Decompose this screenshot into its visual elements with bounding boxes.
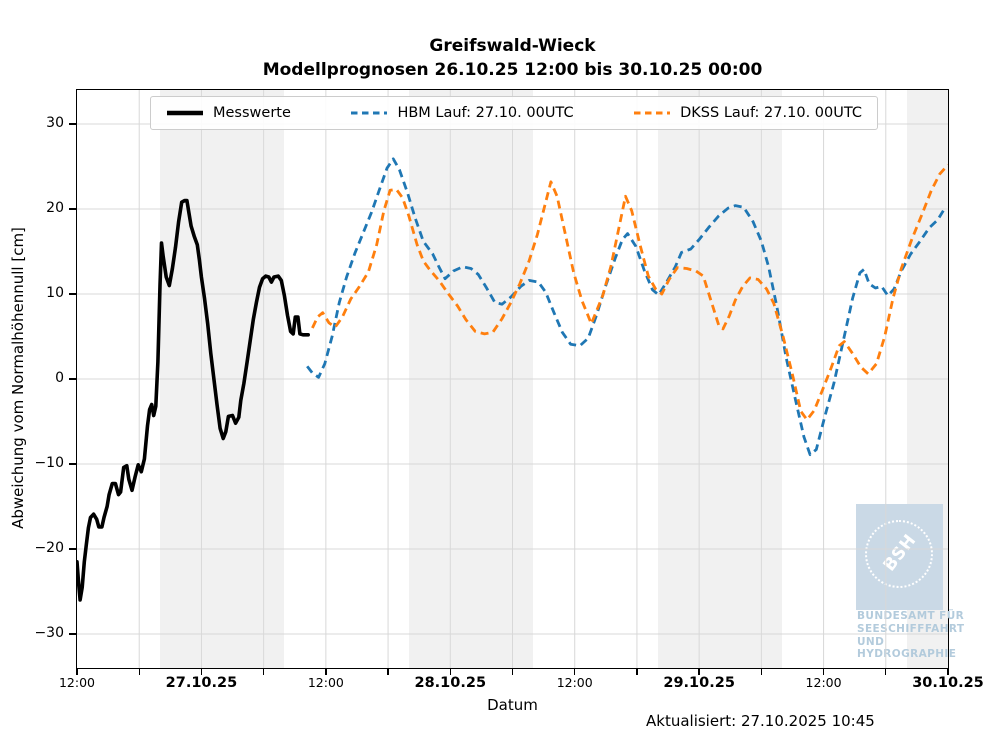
x-tick-label: 12:00 — [805, 675, 842, 690]
legend-item-hbm: HBM Lauf: 27.10. 00UTC — [350, 105, 574, 121]
y-tick-label: 20 — [46, 200, 64, 216]
bsh-logo-watermark: BSH — [856, 504, 943, 610]
y-tick-mark — [69, 208, 76, 210]
series-hbm — [306, 157, 947, 457]
x-tick-label: 28.10.25 — [414, 675, 487, 691]
plot-canvas — [77, 90, 948, 668]
legend-item-messwerte: Messwerte — [166, 105, 291, 121]
legend: Messwerte HBM Lauf: 27.10. 00UTC DKSS Lauf… — [150, 96, 878, 130]
x-tick-mark — [325, 669, 327, 675]
x-tick-mark — [387, 669, 389, 675]
y-tick-mark — [69, 633, 76, 635]
x-tick-mark — [698, 669, 700, 675]
y-tick-label: 10 — [46, 285, 64, 301]
x-tick-label: 30.10.25 — [912, 675, 984, 691]
x-tick-mark — [885, 669, 887, 675]
x-tick-mark — [947, 669, 949, 675]
x-tick-mark — [574, 669, 576, 675]
x-tick-label: 27.10.25 — [165, 675, 238, 691]
chart-title-block: Greifswald-Wieck Modellprognosen 26.10.2… — [77, 34, 948, 82]
legend-label: Messwerte — [213, 105, 291, 121]
x-axis-title: Datum — [487, 696, 538, 714]
x-tick-label: 12:00 — [307, 675, 344, 690]
watermark-line: SEESCHIFFFAHRT — [857, 622, 965, 635]
watermark-line: BUNDESAMT FÜR — [857, 610, 965, 622]
y-tick-label: 30 — [46, 115, 64, 131]
bsh-dotted-circle-icon — [865, 520, 933, 588]
plot-frame: BSH BUNDESAMT FÜR SEESCHIFFFAHRT UND HYD… — [76, 89, 964, 669]
y-tick-mark — [69, 293, 76, 295]
x-tick-mark — [449, 669, 451, 675]
legend-label: DKSS Lauf: 27.10. 00UTC — [680, 105, 862, 121]
x-tick-mark — [138, 669, 140, 675]
x-tick-mark — [511, 669, 514, 675]
legend-label: HBM Lauf: 27.10. 00UTC — [397, 105, 574, 121]
bsh-watermark-caption: BUNDESAMT FÜR SEESCHIFFFAHRT UND HYDROGR… — [857, 610, 964, 661]
y-tick-mark — [69, 123, 76, 125]
x-tick-mark — [262, 669, 265, 675]
series-messwerte — [77, 198, 310, 602]
y-tick-label: 0 — [55, 370, 64, 386]
x-tick-mark — [760, 669, 763, 675]
x-tick-mark — [200, 669, 203, 675]
x-tick-mark — [636, 669, 638, 675]
y-tick-mark — [69, 463, 76, 465]
x-tick-label: 12:00 — [58, 675, 96, 690]
y-tick-label: −10 — [34, 455, 64, 471]
y-tick-mark — [69, 378, 76, 380]
watermark-line: HYDROGRAPHIE — [857, 648, 957, 661]
chart-subtitle: Modellprognosen 26.10.25 12:00 bis 30.10… — [262, 60, 763, 80]
x-tick-mark — [76, 669, 78, 675]
legend-swatch-hbm — [351, 111, 388, 115]
watermark-line: UND — [857, 635, 885, 648]
x-tick-label: 29.10.25 — [663, 675, 735, 691]
y-tick-mark — [69, 548, 76, 550]
legend-swatch-messwerte — [167, 110, 203, 116]
series-dkss — [311, 163, 948, 422]
legend-swatch-dkss — [634, 111, 671, 115]
y-tick-label: −20 — [34, 540, 64, 556]
y-tick-label: −30 — [34, 625, 64, 641]
x-tick-label: 12:00 — [556, 675, 593, 690]
legend-item-dkss: DKSS Lauf: 27.10. 00UTC — [633, 105, 862, 121]
updated-note: Aktualisiert: 27.10.2025 10:45 — [646, 712, 875, 730]
chart-title: Greifswald-Wieck — [429, 36, 596, 56]
x-tick-mark — [822, 669, 825, 675]
